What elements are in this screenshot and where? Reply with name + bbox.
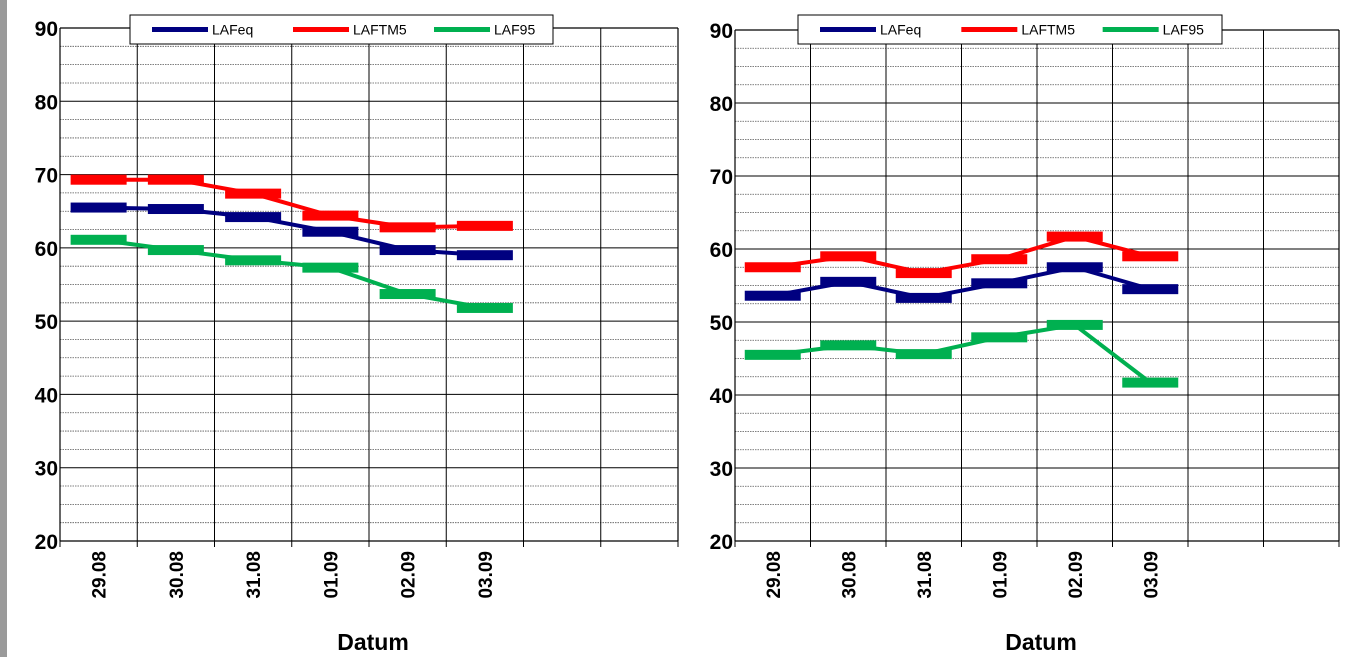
y-tick-label: 60 [710,239,733,262]
x-tick-label: 31.08 [915,551,936,599]
data-point-lafeq [1122,284,1179,295]
y-tick-label: 90 [710,20,733,43]
legend-label-laf95: LAF95 [1163,22,1204,38]
data-point-lafeq [302,226,359,237]
data-point-lafeq [456,250,513,261]
data-point-laf95 [744,349,801,360]
data-point-laftm5 [302,210,359,221]
data-point-laftm5 [1122,251,1179,262]
data-point-laftm5 [971,254,1028,265]
y-tick-label: 20 [710,531,733,554]
window-left-edge [0,0,7,657]
data-point-laftm5 [379,222,436,233]
data-point-laf95 [225,255,282,266]
chart-left: 20 30 40 50 60 70 80 90 29.08 30.08 31.08 01.09 02.0… [35,14,679,655]
y-tick-label: 40 [35,384,58,407]
data-point-laftm5 [456,220,513,231]
x-tick-label: 03.09 [1141,551,1162,599]
x-tick-label: 02.09 [399,551,420,599]
x-tick-label: 30.08 [167,551,188,599]
y-tick-label: 20 [35,531,58,554]
data-point-laf95 [379,289,436,300]
data-point-laf95 [70,234,127,245]
data-point-lafeq [895,292,952,303]
y-tick-label: 80 [35,91,58,114]
data-point-lafeq [70,202,127,213]
data-point-laf95 [1046,319,1103,330]
y-tick-label: 70 [710,166,733,189]
data-point-laf95 [147,245,204,256]
data-point-laftm5 [147,174,204,185]
data-point-lafeq [147,204,204,215]
x-tick-label: 29.08 [90,551,111,599]
y-tick-label: 80 [710,93,733,116]
data-point-lafeq [225,212,282,223]
data-point-lafeq [971,278,1028,289]
legend-label-laf95: LAF95 [494,22,535,38]
x-tick-label: 29.08 [764,551,785,599]
x-tick-label: 01.09 [321,551,342,599]
y-tick-label: 50 [35,311,58,334]
data-point-laftm5 [744,262,801,273]
data-point-laf95 [895,349,952,360]
legend-label-laftm5: LAFTM5 [353,22,407,38]
data-point-lafeq [1046,262,1103,273]
data-point-laf95 [456,302,513,313]
data-point-laf95 [302,262,359,273]
data-point-laftm5 [820,251,877,262]
data-point-laftm5 [70,174,127,185]
data-point-laftm5 [225,188,282,199]
y-tick-label: 30 [35,458,58,481]
x-axis-title: Datum [337,629,409,655]
y-tick-label: 70 [35,165,58,188]
data-point-laf95 [1122,377,1179,388]
data-point-lafeq [744,290,801,301]
data-point-laf95 [971,332,1028,343]
chart-right: 20 30 40 50 60 70 80 90 29.08 30.08 31.08 01.09 02.0… [710,14,1340,655]
data-point-laftm5 [895,268,952,279]
legend-label-lafeq: LAFeq [880,22,921,38]
legend-label-lafeq: LAFeq [212,22,253,38]
data-point-laftm5 [1046,231,1103,242]
x-tick-label: 03.09 [476,551,497,599]
data-point-laf95 [820,340,877,351]
data-point-lafeq [379,245,436,256]
y-tick-label: 50 [710,312,733,335]
y-tick-label: 90 [35,18,58,41]
x-axis-title: Datum [1005,629,1077,655]
y-tick-label: 30 [710,458,733,481]
y-tick-label: 40 [710,385,733,408]
legend-label-laftm5: LAFTM5 [1021,22,1075,38]
x-tick-label: 02.09 [1066,551,1087,599]
y-tick-label: 60 [35,238,58,261]
x-tick-label: 30.08 [839,551,860,599]
x-tick-label: 01.09 [990,551,1011,599]
x-tick-label: 31.08 [244,551,265,599]
data-point-lafeq [820,276,877,287]
